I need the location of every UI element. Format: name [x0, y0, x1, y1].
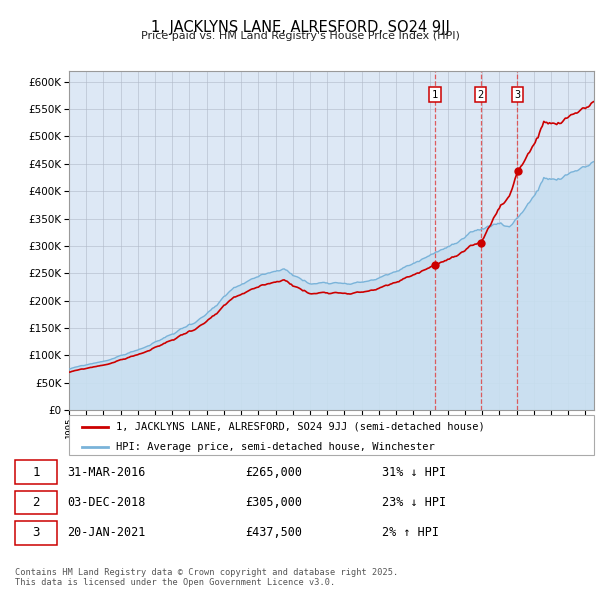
Text: 31% ↓ HPI: 31% ↓ HPI [382, 466, 446, 479]
Text: £437,500: £437,500 [245, 526, 302, 539]
FancyBboxPatch shape [15, 460, 57, 484]
Text: 20-JAN-2021: 20-JAN-2021 [67, 526, 146, 539]
FancyBboxPatch shape [15, 491, 57, 514]
Text: Contains HM Land Registry data © Crown copyright and database right 2025.
This d: Contains HM Land Registry data © Crown c… [15, 568, 398, 587]
Text: 23% ↓ HPI: 23% ↓ HPI [382, 496, 446, 509]
Text: 2: 2 [32, 496, 40, 509]
Text: Price paid vs. HM Land Registry's House Price Index (HPI): Price paid vs. HM Land Registry's House … [140, 31, 460, 41]
Text: 3: 3 [32, 526, 40, 539]
Text: £265,000: £265,000 [245, 466, 302, 479]
FancyBboxPatch shape [15, 521, 57, 545]
Text: HPI: Average price, semi-detached house, Winchester: HPI: Average price, semi-detached house,… [116, 442, 435, 452]
Text: 1: 1 [431, 90, 438, 100]
Text: £305,000: £305,000 [245, 496, 302, 509]
Text: 2% ↑ HPI: 2% ↑ HPI [382, 526, 439, 539]
Text: 03-DEC-2018: 03-DEC-2018 [67, 496, 146, 509]
Text: 3: 3 [514, 90, 521, 100]
Text: 1: 1 [32, 466, 40, 479]
Text: 1, JACKLYNS LANE, ALRESFORD, SO24 9JJ: 1, JACKLYNS LANE, ALRESFORD, SO24 9JJ [151, 20, 449, 35]
Text: 31-MAR-2016: 31-MAR-2016 [67, 466, 146, 479]
Text: 2: 2 [478, 90, 484, 100]
Text: 1, JACKLYNS LANE, ALRESFORD, SO24 9JJ (semi-detached house): 1, JACKLYNS LANE, ALRESFORD, SO24 9JJ (s… [116, 422, 485, 432]
